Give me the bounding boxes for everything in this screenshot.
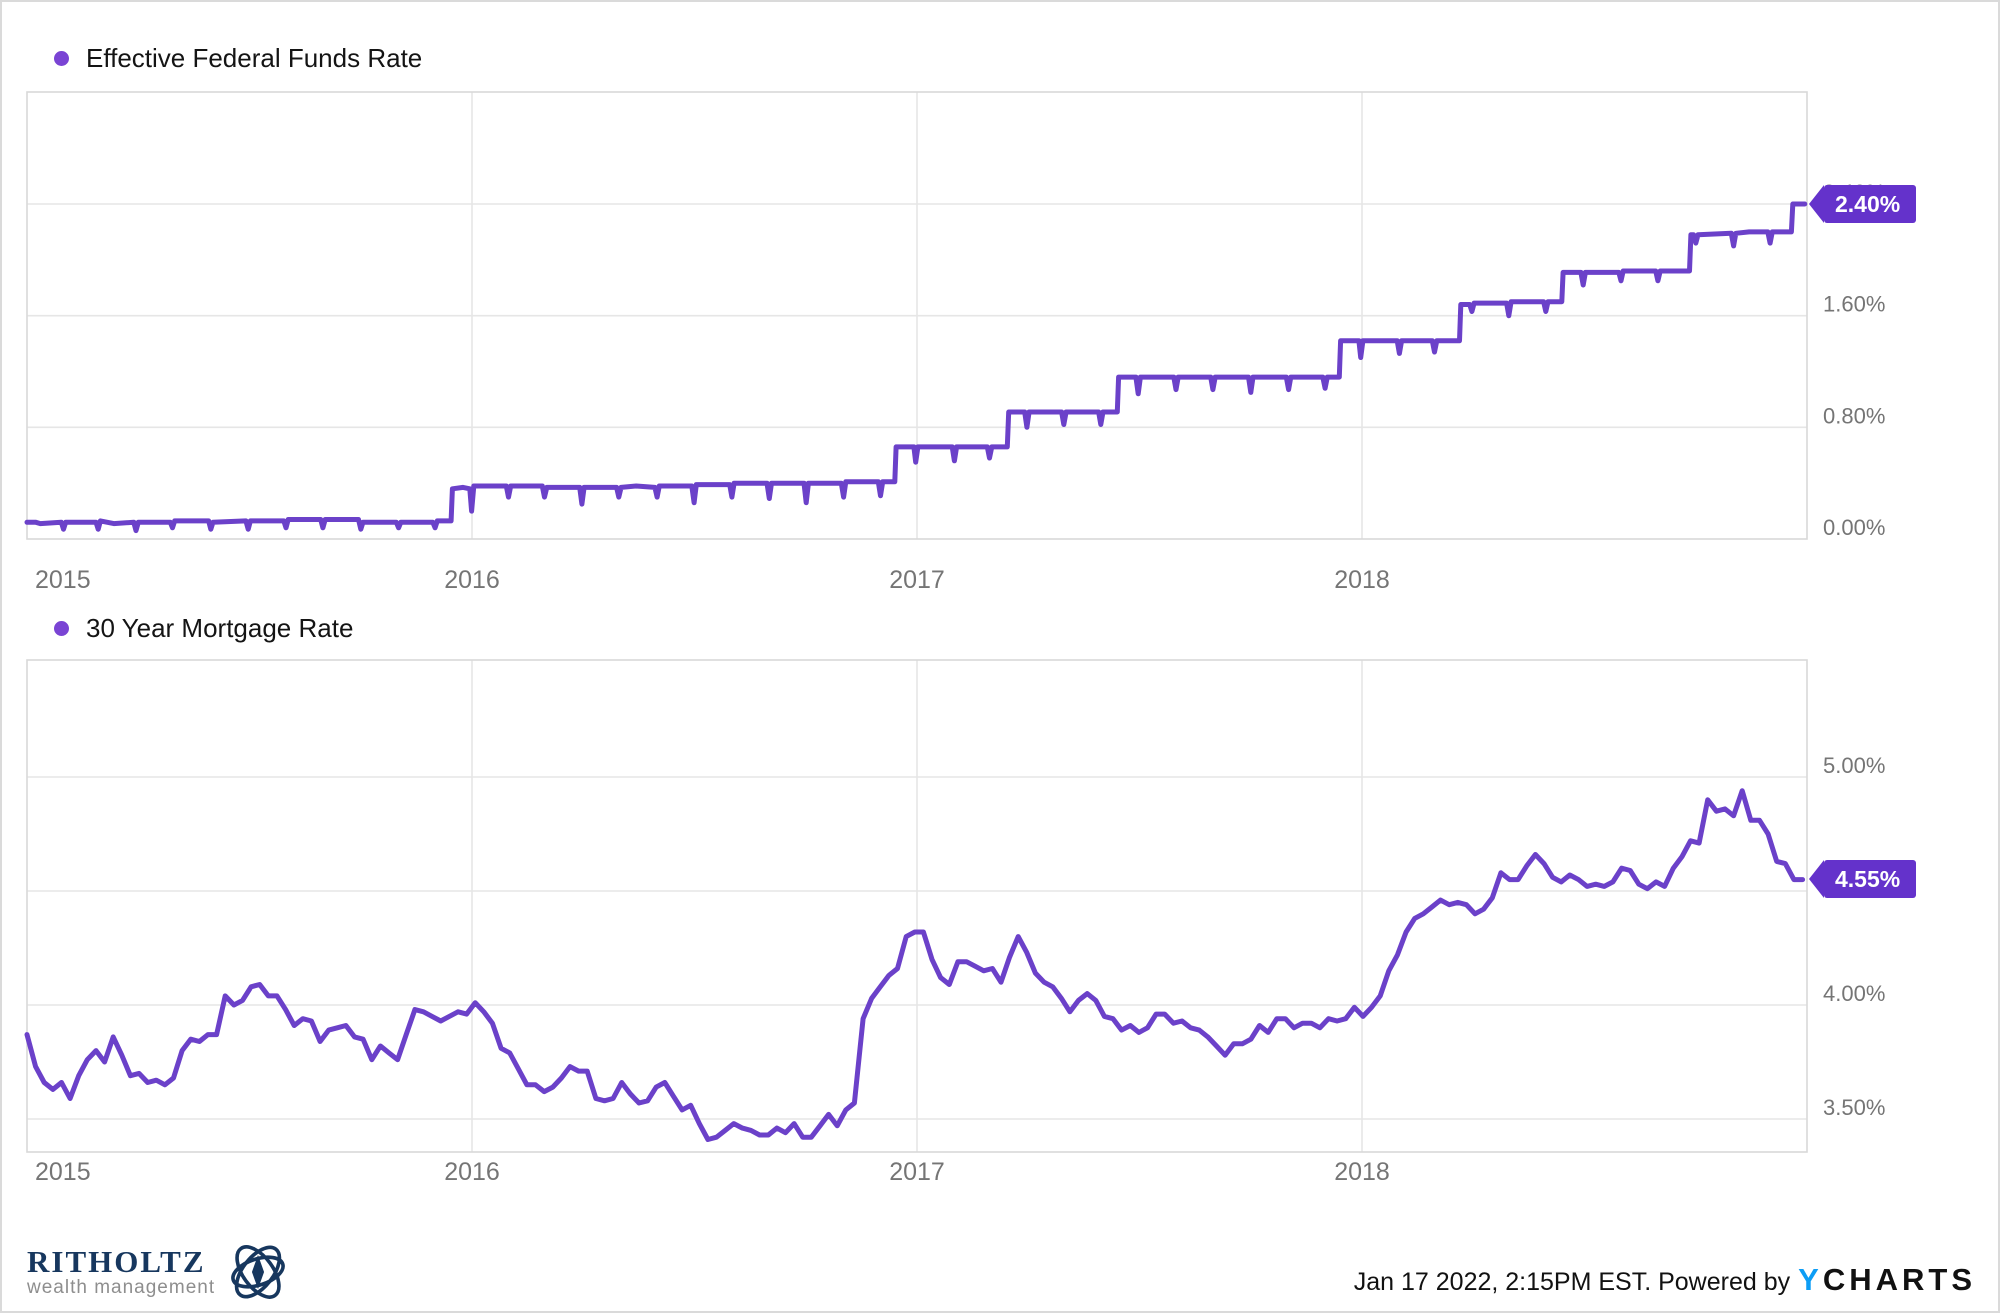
mortgage-rate-last-value: 4.55% bbox=[1835, 866, 1901, 892]
brand-subtitle: wealth management bbox=[27, 1276, 216, 1298]
ritholtz-globe-icon bbox=[231, 1245, 285, 1299]
mortgage-rate-last-value-badge: 4.55% bbox=[1808, 860, 1917, 898]
footer-attribution: Jan 17 2022, 2:15PM EST. Powered by YCHA… bbox=[1354, 1262, 1976, 1298]
svg-text:2015: 2015 bbox=[35, 566, 91, 594]
svg-text:2017: 2017 bbox=[889, 1158, 945, 1186]
brand-name: RITHOLTZ bbox=[27, 1243, 206, 1279]
svg-text:1.60%: 1.60% bbox=[1823, 292, 1885, 317]
timestamp: Jan 17 2022, 2:15PM EST. Powered by bbox=[1353, 1268, 1791, 1296]
fed-funds-last-value: 2.40% bbox=[1835, 191, 1901, 217]
svg-text:2018: 2018 bbox=[1334, 1158, 1390, 1186]
legend-effective-federal-funds-rate[interactable]: Effective Federal Funds Rate bbox=[54, 43, 422, 74]
svg-text:4.00%: 4.00% bbox=[1823, 981, 1885, 1006]
legend-30-year-mortgage-rate[interactable]: 30 Year Mortgage Rate bbox=[54, 613, 353, 644]
ritholtz-logo: RITHOLTZ wealth management bbox=[27, 1240, 293, 1304]
svg-text:2015: 2015 bbox=[35, 1158, 91, 1186]
svg-text:2016: 2016 bbox=[444, 1158, 500, 1186]
fed-funds-last-value-badge: 2.40% bbox=[1808, 185, 1917, 223]
svg-text:3.50%: 3.50% bbox=[1823, 1095, 1885, 1120]
legend-dot-icon bbox=[54, 621, 69, 636]
svg-text:2018: 2018 bbox=[1334, 566, 1390, 594]
legend-dot-icon bbox=[54, 51, 69, 66]
svg-text:0.00%: 0.00% bbox=[1823, 515, 1885, 540]
legend-label: Effective Federal Funds Rate bbox=[86, 43, 423, 73]
svg-text:0.80%: 0.80% bbox=[1823, 403, 1885, 428]
legend-label: 30 Year Mortgage Rate bbox=[86, 613, 354, 643]
svg-text:5.00%: 5.00% bbox=[1823, 753, 1885, 778]
svg-text:2017: 2017 bbox=[889, 566, 945, 594]
ycharts-logo: YCHARTS bbox=[1798, 1262, 1976, 1297]
svg-text:2016: 2016 bbox=[444, 566, 500, 594]
